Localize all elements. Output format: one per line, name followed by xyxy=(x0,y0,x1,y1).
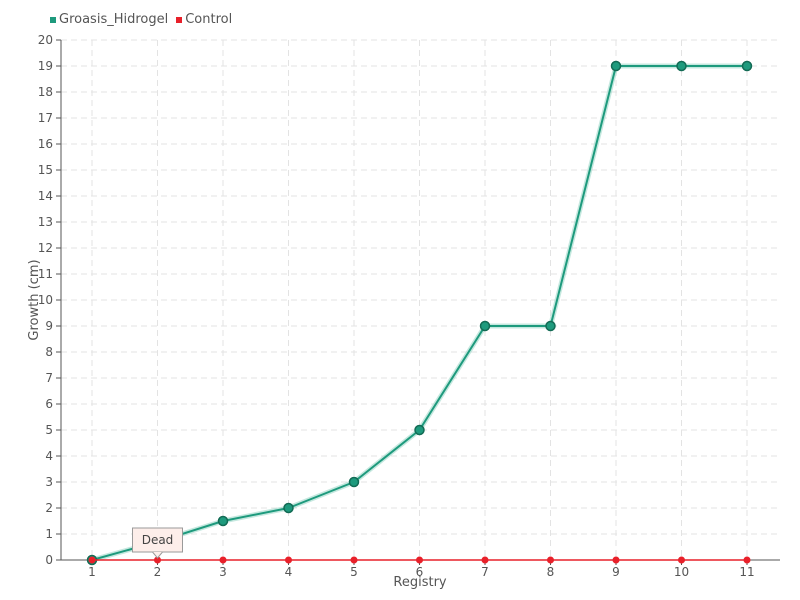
data-point-control[interactable] xyxy=(416,556,423,564)
data-point-control[interactable] xyxy=(743,556,751,564)
x-tick-label: 11 xyxy=(739,565,754,579)
y-tick-label: 17 xyxy=(38,111,53,125)
y-axis-title: Growth (cm) xyxy=(27,259,42,340)
y-tick-label: 6 xyxy=(45,397,53,411)
y-tick-label: 5 xyxy=(45,423,53,437)
legend-item-control[interactable]: Control xyxy=(176,12,232,27)
y-tick-label: 13 xyxy=(38,215,53,229)
data-point-control[interactable] xyxy=(88,556,96,564)
annotation-label: Dead xyxy=(142,533,174,547)
data-point-groasis-hidrogel[interactable] xyxy=(217,515,229,527)
x-tick-label: 6 xyxy=(416,565,424,579)
data-point-groasis-hidrogel[interactable] xyxy=(479,320,491,332)
y-tick-label: 9 xyxy=(45,319,53,333)
data-point-control[interactable] xyxy=(612,556,620,564)
data-point-control[interactable] xyxy=(481,556,489,564)
y-tick-label: 18 xyxy=(38,85,53,99)
legend-swatch-control xyxy=(176,16,183,23)
data-point-groasis-hidrogel[interactable] xyxy=(545,320,556,332)
x-tick-label: 5 xyxy=(350,565,358,579)
y-tick-label: 16 xyxy=(38,137,53,151)
data-point-control[interactable] xyxy=(285,556,292,564)
data-point-groasis-hidrogel[interactable] xyxy=(283,502,294,514)
data-point-control[interactable] xyxy=(350,556,358,564)
y-tick-label: 11 xyxy=(38,267,53,281)
legend-swatch-groasis-hidrogel xyxy=(50,16,56,23)
y-tick-label: 8 xyxy=(45,345,53,359)
x-tick-label: 9 xyxy=(612,565,620,579)
legend-label-control: Control xyxy=(185,12,233,27)
grid xyxy=(61,39,780,560)
y-tick-label: 10 xyxy=(38,293,53,307)
data-point-groasis-hidrogel[interactable] xyxy=(348,476,360,488)
data-point-control[interactable] xyxy=(678,556,685,564)
data-point-groasis-hidrogel[interactable] xyxy=(414,424,425,436)
y-tick-label: 19 xyxy=(38,59,53,73)
x-tick-label: 1 xyxy=(88,565,96,579)
x-tick-label: 4 xyxy=(285,565,293,579)
y-tick-label: 3 xyxy=(45,475,53,489)
legend-label-groasis-hidrogel: Groasis_Hidrogel xyxy=(59,12,169,27)
legend-item-groasis-hidrogel[interactable]: Groasis_Hidrogel xyxy=(50,12,168,27)
x-tick-label: 8 xyxy=(547,565,555,579)
x-tick-label: 2 xyxy=(154,565,162,579)
x-axis-title: Registry xyxy=(393,575,447,590)
data-point-control[interactable] xyxy=(219,556,227,564)
x-tick-label: 10 xyxy=(674,565,689,579)
y-tick-label: 1 xyxy=(45,527,53,541)
y-tick-label: 7 xyxy=(45,371,53,385)
y-tick-label: 15 xyxy=(38,163,53,177)
data-point-groasis-hidrogel[interactable] xyxy=(676,60,687,72)
y-tick-label: 12 xyxy=(38,241,53,255)
data-point-groasis-hidrogel[interactable] xyxy=(741,60,753,72)
y-tick-label: 20 xyxy=(38,33,53,47)
annotation-pointer xyxy=(152,551,163,559)
y-tick-label: 2 xyxy=(45,501,53,515)
y-tick-label: 4 xyxy=(45,449,53,463)
annotations: Dead xyxy=(132,527,183,559)
data-point-groasis-hidrogel[interactable] xyxy=(610,60,622,72)
x-tick-label: 3 xyxy=(219,565,227,579)
series xyxy=(86,60,753,566)
data-point-control[interactable] xyxy=(154,556,161,564)
data-point-control[interactable] xyxy=(547,556,554,564)
y-tick-label: 14 xyxy=(38,189,53,203)
chart-legend: Groasis_Hidrogel Control xyxy=(50,12,232,27)
x-tick-label: 7 xyxy=(481,565,489,579)
y-tick-label: 0 xyxy=(45,553,53,567)
annotation-box xyxy=(132,527,183,553)
